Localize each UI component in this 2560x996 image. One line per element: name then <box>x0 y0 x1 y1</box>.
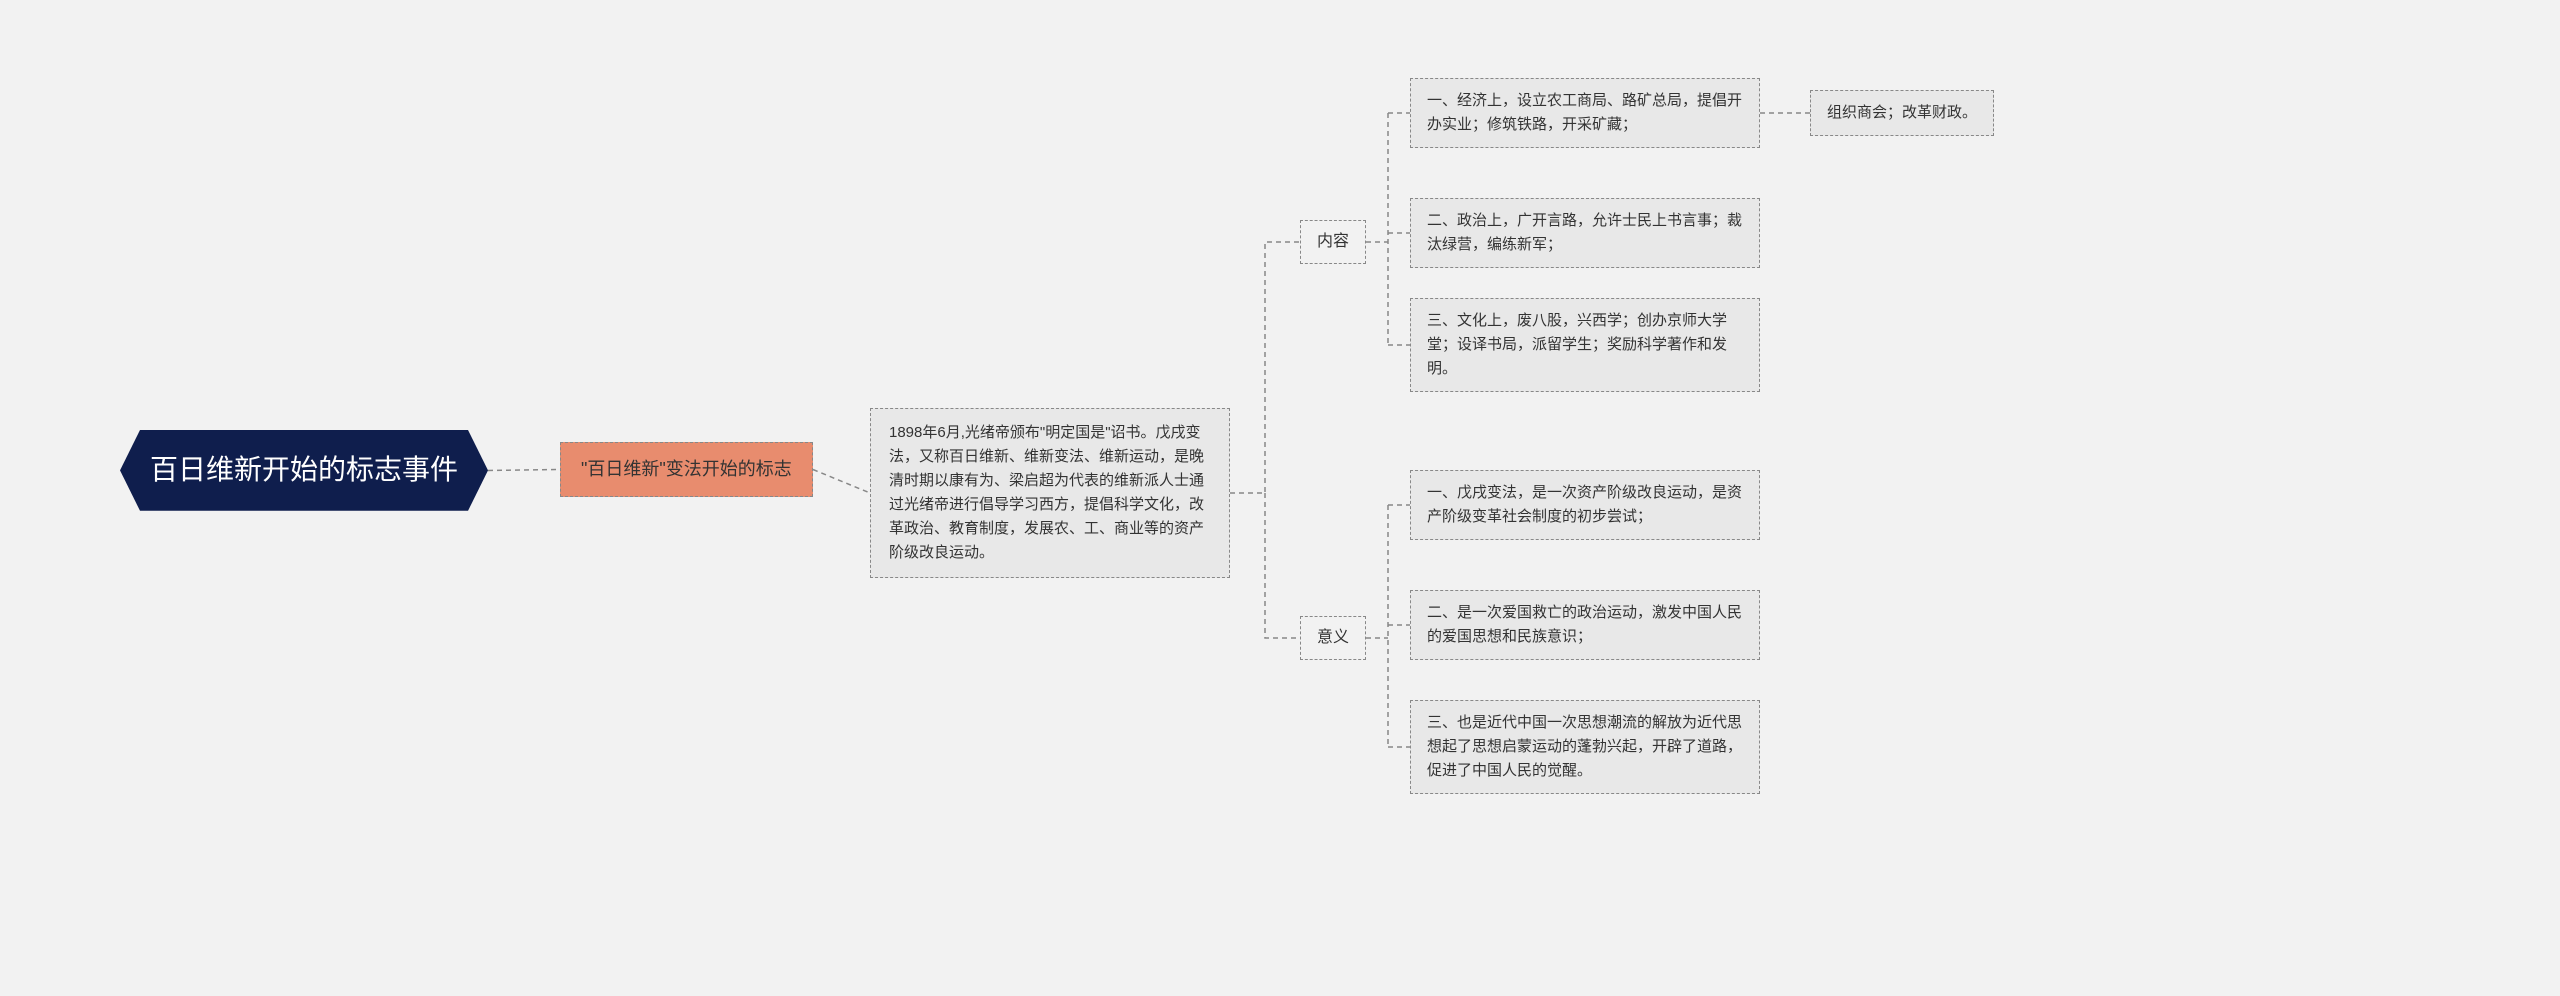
mindmap-item: 三、也是近代中国一次思想潮流的解放为近代思想起了思想启蒙运动的蓬勃兴起，开辟了道… <box>1410 700 1760 794</box>
mindmap-item: 一、戊戌变法，是一次资产阶级改良运动，是资产阶级变革社会制度的初步尝试； <box>1410 470 1760 540</box>
mindmap-leaf: 组织商会；改革财政。 <box>1810 90 1994 136</box>
mindmap-root: 百日维新开始的标志事件 <box>120 430 488 511</box>
mindmap-item: 一、经济上，设立农工商局、路矿总局，提倡开办实业；修筑铁路，开采矿藏； <box>1410 78 1760 148</box>
mindmap-section-content: 内容 <box>1300 220 1366 264</box>
mindmap-section-meaning: 意义 <box>1300 616 1366 660</box>
mindmap-branch-main: "百日维新"变法开始的标志 <box>560 442 813 497</box>
mindmap-item: 二、政治上，广开言路，允许士民上书言事；裁汰绿营，编练新军； <box>1410 198 1760 268</box>
mindmap-item: 二、是一次爱国救亡的政治运动，激发中国人民的爱国思想和民族意识； <box>1410 590 1760 660</box>
mindmap-description: 1898年6月,光绪帝颁布"明定国是"诏书。戊戌变法，又称百日维新、维新变法、维… <box>870 408 1230 578</box>
mindmap-item: 三、文化上，废八股，兴西学；创办京师大学堂；设译书局，派留学生；奖励科学著作和发… <box>1410 298 1760 392</box>
